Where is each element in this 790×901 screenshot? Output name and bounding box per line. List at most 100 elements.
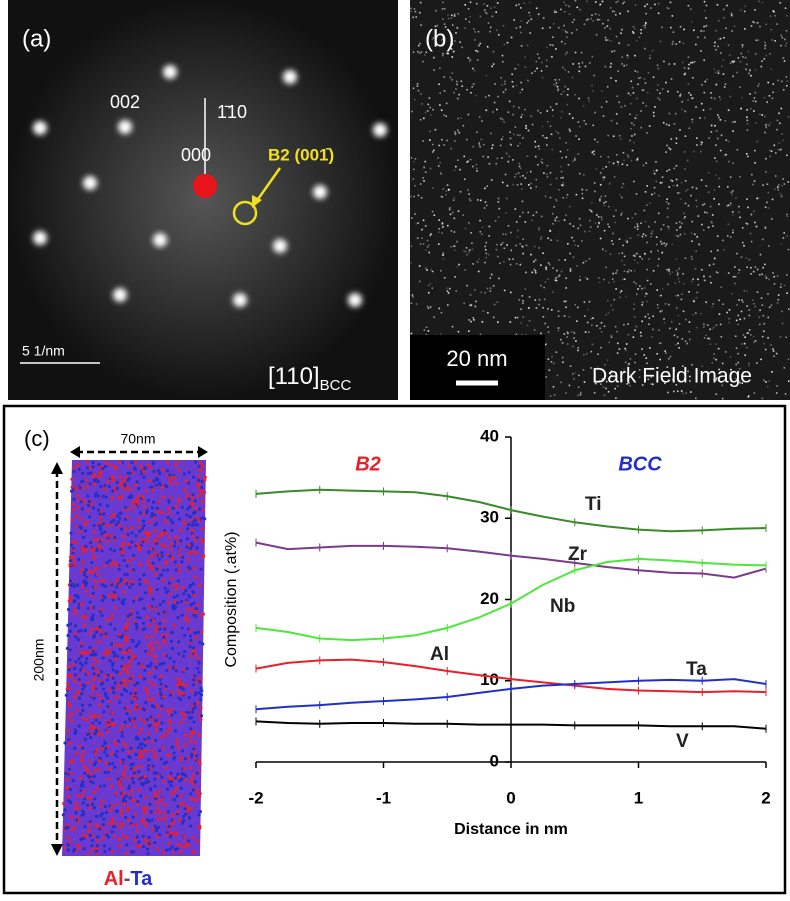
speck bbox=[716, 271, 718, 273]
atom bbox=[120, 786, 123, 789]
speck bbox=[413, 51, 415, 53]
atom bbox=[164, 484, 167, 487]
atom bbox=[79, 838, 82, 841]
speck bbox=[711, 362, 713, 364]
atom bbox=[128, 717, 131, 720]
speck bbox=[423, 180, 425, 182]
speck bbox=[637, 71, 639, 73]
speck bbox=[476, 168, 478, 170]
atom bbox=[127, 477, 130, 480]
speck bbox=[660, 343, 662, 345]
speck bbox=[669, 328, 671, 330]
speck bbox=[528, 307, 530, 309]
speck bbox=[590, 18, 592, 20]
atom bbox=[157, 774, 160, 777]
speck bbox=[555, 84, 557, 86]
speck bbox=[623, 1, 625, 3]
speck bbox=[682, 62, 684, 64]
speck bbox=[740, 108, 742, 110]
speck bbox=[784, 60, 786, 62]
speck bbox=[605, 388, 607, 390]
speck bbox=[604, 230, 606, 232]
speck bbox=[521, 246, 523, 248]
atom bbox=[157, 501, 160, 504]
speck bbox=[491, 66, 493, 68]
speck bbox=[649, 317, 651, 319]
speck bbox=[619, 13, 621, 15]
atom bbox=[159, 573, 162, 576]
atom bbox=[120, 527, 123, 530]
atom bbox=[181, 586, 184, 589]
atom bbox=[153, 841, 156, 844]
speck bbox=[497, 256, 499, 258]
speck bbox=[605, 250, 607, 252]
speck bbox=[566, 336, 568, 338]
speck bbox=[754, 392, 756, 394]
speck bbox=[720, 99, 722, 101]
speck bbox=[778, 112, 780, 114]
atom bbox=[178, 680, 181, 683]
atom bbox=[76, 691, 79, 694]
speck bbox=[604, 394, 606, 396]
speck bbox=[670, 2, 672, 4]
speck bbox=[700, 31, 702, 33]
atom bbox=[170, 529, 173, 532]
atom bbox=[190, 502, 193, 505]
atom bbox=[66, 836, 69, 839]
atom bbox=[170, 631, 173, 634]
atom bbox=[149, 788, 152, 791]
speck bbox=[634, 55, 636, 57]
speck bbox=[630, 358, 632, 360]
atom bbox=[82, 790, 85, 793]
speck bbox=[489, 31, 491, 33]
speck bbox=[563, 29, 565, 31]
atom bbox=[195, 507, 198, 510]
speck bbox=[502, 61, 504, 63]
speck bbox=[681, 338, 683, 340]
speck bbox=[710, 206, 712, 208]
atom bbox=[184, 684, 187, 687]
atom bbox=[73, 608, 76, 611]
speck bbox=[737, 362, 739, 364]
speck bbox=[750, 334, 752, 336]
speck bbox=[522, 212, 524, 214]
speck bbox=[589, 301, 591, 303]
speck bbox=[458, 132, 460, 134]
speck bbox=[500, 145, 502, 147]
speck bbox=[663, 318, 665, 320]
speck bbox=[456, 81, 458, 83]
atom bbox=[70, 828, 73, 831]
speck bbox=[518, 172, 520, 174]
speck bbox=[740, 53, 742, 55]
speck bbox=[783, 57, 785, 59]
atom bbox=[143, 677, 146, 680]
atom bbox=[165, 848, 168, 851]
speck bbox=[438, 228, 440, 230]
speck bbox=[667, 208, 669, 210]
speck bbox=[600, 184, 602, 186]
speck bbox=[693, 314, 695, 316]
speck bbox=[458, 264, 460, 266]
atom bbox=[168, 593, 171, 596]
speck bbox=[432, 287, 434, 289]
atom bbox=[139, 794, 142, 797]
speck bbox=[729, 96, 731, 98]
speck bbox=[705, 17, 707, 19]
speck bbox=[718, 38, 720, 40]
atom bbox=[174, 711, 177, 714]
speck bbox=[747, 332, 749, 334]
speck bbox=[681, 223, 683, 225]
speck bbox=[550, 44, 552, 46]
speck bbox=[718, 70, 720, 72]
atom bbox=[191, 524, 194, 527]
atom bbox=[134, 753, 137, 756]
speck bbox=[665, 245, 667, 247]
speck bbox=[421, 197, 423, 199]
speck bbox=[555, 220, 557, 222]
atom bbox=[179, 850, 182, 853]
speck bbox=[478, 31, 480, 33]
speck bbox=[612, 233, 614, 235]
speck bbox=[446, 287, 448, 289]
speck bbox=[785, 393, 787, 395]
atom bbox=[108, 559, 111, 562]
